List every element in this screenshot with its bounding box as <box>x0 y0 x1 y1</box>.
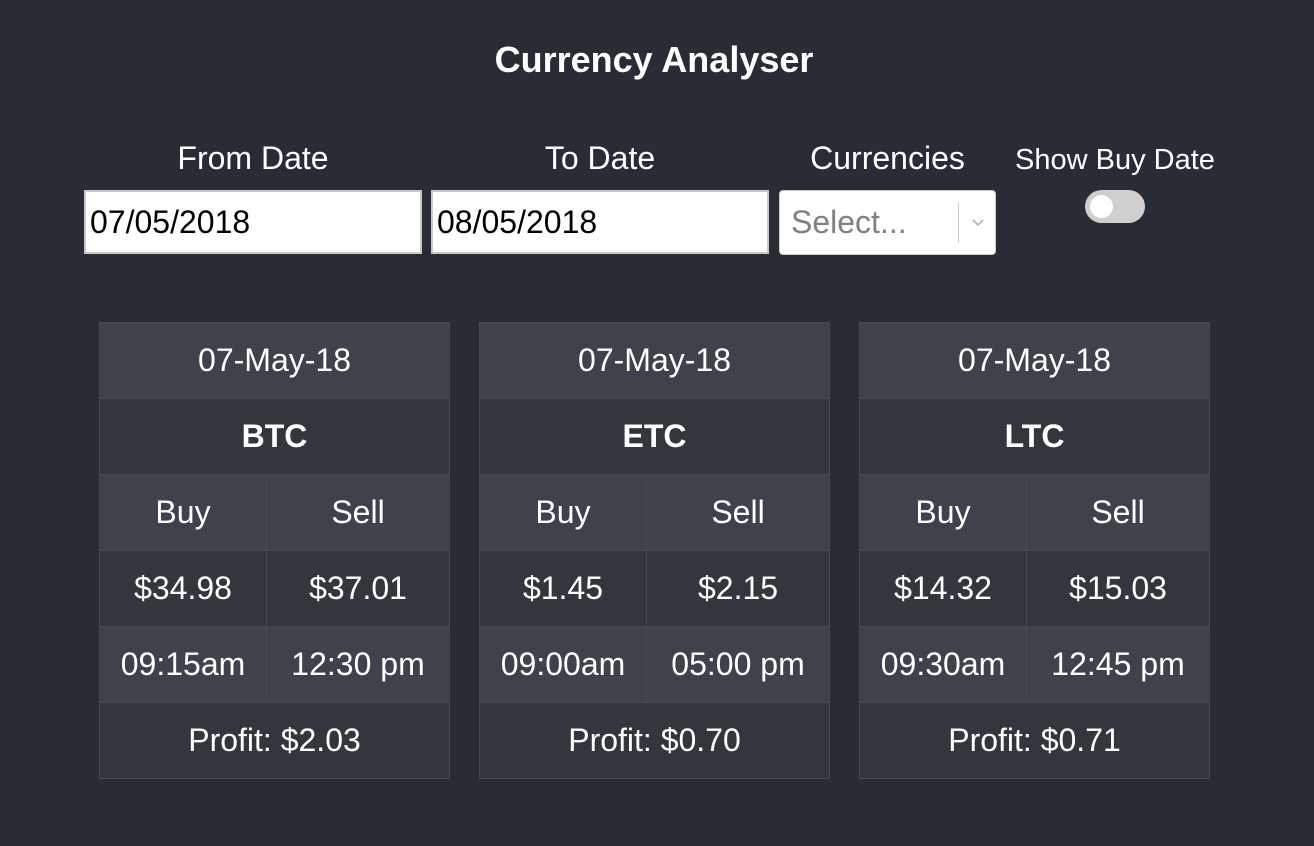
sell-price: $15.03 <box>1025 550 1211 627</box>
sell-time: 05:00 pm <box>645 626 831 703</box>
card-date: 07-May-18 <box>98 322 451 399</box>
profit: Profit: $2.03 <box>98 702 451 779</box>
to-date-input[interactable] <box>431 190 769 254</box>
currency-card-etc: 07-May-18 ETC Buy Sell $1.45 $2.15 09:00… <box>478 322 831 779</box>
show-buy-date-toggle[interactable] <box>1085 190 1145 223</box>
sell-header: Sell <box>265 474 451 551</box>
card-date: 07-May-18 <box>478 322 831 399</box>
sell-time: 12:45 pm <box>1025 626 1211 703</box>
currencies-placeholder: Select... <box>791 204 907 240</box>
buy-price: $34.98 <box>99 550 267 627</box>
sell-time: 12:30 pm <box>265 626 451 703</box>
currency-card-btc: 07-May-18 BTC Buy Sell $34.98 $37.01 09:… <box>98 322 451 779</box>
currencies-select[interactable]: Select... <box>779 190 996 255</box>
card-currency-code: ETC <box>478 398 831 475</box>
toggle-knob <box>1090 195 1113 218</box>
buy-price: $14.32 <box>859 550 1027 627</box>
sell-price: $37.01 <box>265 550 451 627</box>
buy-time: 09:00am <box>479 626 647 703</box>
sell-header: Sell <box>1025 474 1211 551</box>
card-currency-code: BTC <box>98 398 451 475</box>
currency-card-ltc: 07-May-18 LTC Buy Sell $14.32 $15.03 09:… <box>858 322 1211 779</box>
profit: Profit: $0.71 <box>858 702 1211 779</box>
page-title: Currency Analyser <box>494 39 814 80</box>
sell-price: $2.15 <box>645 550 831 627</box>
select-divider <box>958 203 959 243</box>
from-date-input[interactable] <box>84 190 422 254</box>
buy-price: $1.45 <box>479 550 647 627</box>
profit: Profit: $0.70 <box>478 702 831 779</box>
card-currency-code: LTC <box>858 398 1211 475</box>
buy-header: Buy <box>859 474 1027 551</box>
currencies-label: Currencies <box>810 140 965 176</box>
show-buy-date-label: Show Buy Date <box>1015 144 1215 176</box>
to-date-label: To Date <box>544 140 656 176</box>
card-date: 07-May-18 <box>858 322 1211 399</box>
buy-header: Buy <box>479 474 647 551</box>
sell-header: Sell <box>645 474 831 551</box>
buy-header: Buy <box>99 474 267 551</box>
chevron-down-icon[interactable] <box>968 191 988 254</box>
from-date-label: From Date <box>177 140 329 176</box>
buy-time: 09:30am <box>859 626 1027 703</box>
buy-time: 09:15am <box>99 626 267 703</box>
